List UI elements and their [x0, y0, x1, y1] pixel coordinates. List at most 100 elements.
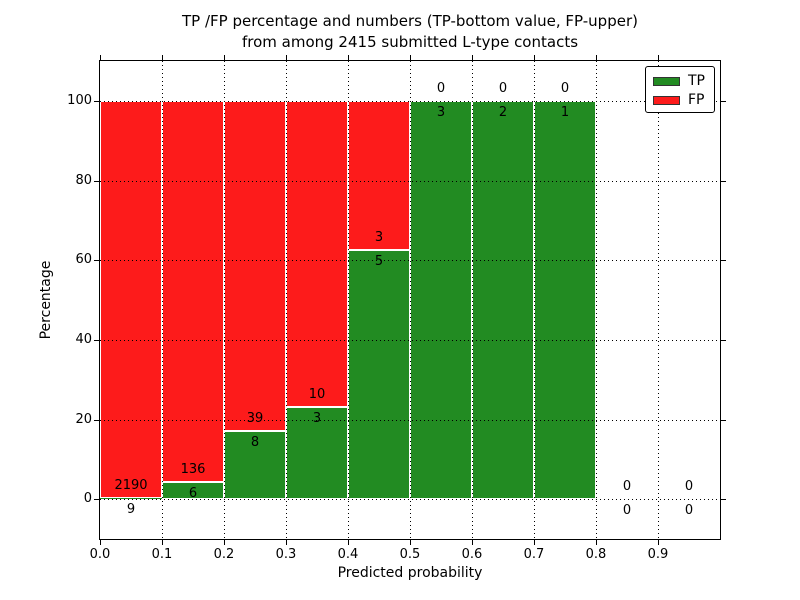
y-tick-label: 100 [67, 92, 92, 108]
x-gridline [596, 61, 597, 539]
x-tick-bottom [472, 540, 473, 545]
tp-count-label: 0 [684, 503, 694, 519]
fp-bar-segment [348, 100, 410, 251]
fp-bar-segment [286, 100, 348, 408]
x-tick-label: 0.4 [337, 547, 359, 562]
tp-count-label: 6 [188, 486, 198, 502]
x-gridline [658, 61, 659, 539]
y-gridline [100, 180, 720, 182]
x-gridline [472, 61, 473, 539]
y-gridline [100, 339, 720, 341]
tp-bar-segment [348, 250, 410, 500]
y-tick-right [721, 499, 726, 501]
x-tick-bottom [224, 540, 225, 545]
legend: TP FP [645, 66, 715, 113]
x-tick-top [410, 55, 411, 60]
y-tick-label: 0 [83, 491, 92, 507]
y-gridline [100, 100, 720, 102]
x-axis-label: Predicted probability [337, 565, 483, 581]
fp-count-label: 0 [436, 80, 446, 96]
x-tick-label: 0.6 [461, 547, 483, 562]
x-tick-top [534, 55, 535, 60]
x-tick-bottom [100, 540, 101, 545]
x-tick-bottom [596, 540, 597, 545]
tp-bar-segment [286, 407, 348, 500]
fp-legend-label: FP [688, 92, 705, 108]
x-tick-label: 0.0 [89, 547, 111, 562]
tp-count-label: 3 [312, 411, 322, 427]
fp-count-label: 10 [308, 387, 326, 403]
tp-legend-swatch [653, 76, 680, 86]
x-tick-label: 0.5 [399, 547, 421, 562]
x-tick-bottom [162, 540, 163, 545]
y-tick-right [721, 419, 726, 421]
fp-count-label: 3 [374, 230, 384, 246]
y-gridline [100, 419, 720, 421]
y-tick-label: 80 [75, 172, 92, 188]
tp-count-label: 0 [622, 503, 632, 519]
legend-entry-fp: FP [653, 92, 714, 108]
tp-bar-segment [472, 100, 534, 500]
y-tick-left [94, 100, 99, 102]
fp-count-label: 136 [180, 462, 206, 478]
x-tick-bottom [348, 540, 349, 545]
tp-count-label: 1 [560, 104, 570, 120]
y-gridline [100, 499, 720, 501]
x-tick-bottom [658, 540, 659, 545]
legend-entry-tp: TP [653, 73, 714, 89]
x-tick-bottom [534, 540, 535, 545]
x-gridline [224, 61, 225, 539]
y-tick-right [721, 339, 726, 341]
x-tick-top [348, 55, 349, 60]
tp-bar-segment [534, 100, 596, 500]
x-tick-top [286, 55, 287, 60]
tp-count-label: 3 [436, 104, 446, 120]
y-tick-label: 40 [75, 331, 92, 347]
x-gridline [348, 61, 349, 539]
fp-count-label: 0 [684, 479, 694, 495]
chart-title-line1: TP /FP percentage and numbers (TP-bottom… [182, 12, 638, 30]
x-tick-label: 0.9 [647, 547, 669, 562]
y-gridline [100, 260, 720, 262]
y-tick-left [94, 180, 99, 182]
y-tick-left [94, 419, 99, 421]
x-tick-top [472, 55, 473, 60]
x-tick-label: 0.1 [151, 547, 173, 562]
tp-bar-segment [224, 431, 286, 500]
x-tick-top [658, 55, 659, 60]
y-tick-left [94, 260, 99, 262]
x-tick-top [162, 55, 163, 60]
y-tick-right [721, 260, 726, 262]
x-tick-top [224, 55, 225, 60]
y-tick-label: 20 [75, 411, 92, 427]
tp-count-label: 9 [126, 501, 136, 517]
x-gridline [410, 61, 411, 539]
tp-count-label: 5 [374, 254, 384, 270]
x-tick-top [596, 55, 597, 60]
tp-legend-label: TP [688, 73, 705, 89]
fp-legend-swatch [653, 95, 680, 105]
y-tick-right [721, 180, 726, 182]
x-tick-label: 0.7 [523, 547, 545, 562]
fp-count-label: 0 [560, 80, 570, 96]
x-tick-bottom [410, 540, 411, 545]
fp-bar-segment [100, 100, 162, 498]
tp-bar-segment [100, 497, 162, 500]
tp-bar-segment [410, 100, 472, 500]
x-tick-label: 0.3 [275, 547, 297, 562]
y-tick-label: 60 [75, 252, 92, 268]
fp-count-label: 0 [622, 479, 632, 495]
fp-count-label: 0 [498, 80, 508, 96]
x-tick-label: 0.2 [213, 547, 235, 562]
x-gridline [162, 61, 163, 539]
x-tick-bottom [286, 540, 287, 545]
y-tick-left [94, 499, 99, 501]
tp-count-label: 8 [250, 435, 260, 451]
chart-title-line2: from among 2415 submitted L-type contact… [241, 33, 579, 51]
fp-bar-segment [224, 100, 286, 432]
